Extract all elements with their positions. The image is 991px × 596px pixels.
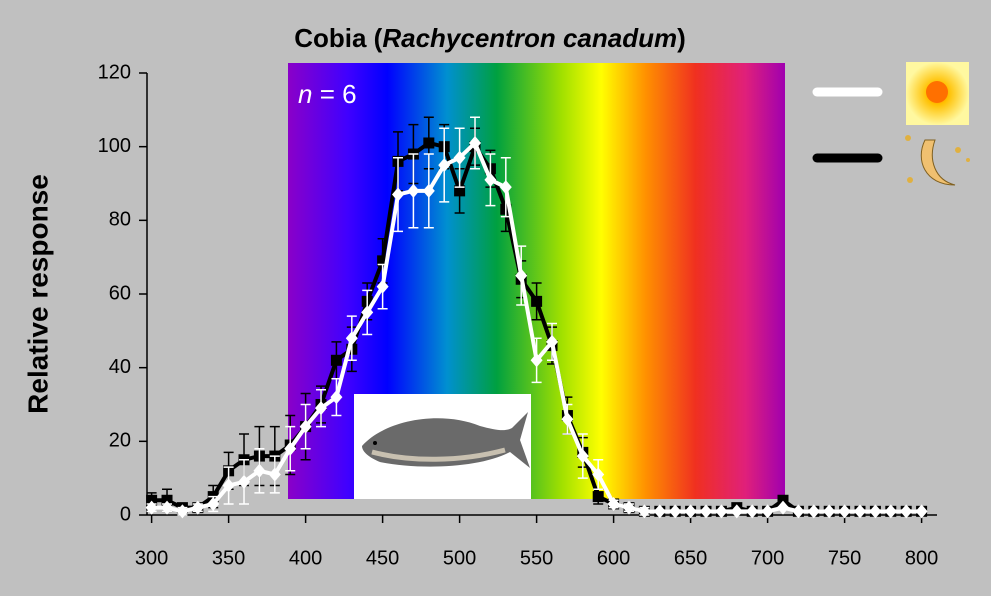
x-tick-label: 300 <box>135 547 168 569</box>
x-tick-label: 800 <box>905 547 938 569</box>
y-tick-label: 60 <box>109 282 131 304</box>
y-tick-label: 80 <box>109 209 131 231</box>
page: {"chart_data": {"type": "line", "title_p… <box>0 0 991 596</box>
marker <box>331 355 342 366</box>
x-tick-label: 700 <box>751 547 784 569</box>
legend <box>817 62 970 185</box>
marker <box>423 137 434 148</box>
y-tick-label: 120 <box>98 61 131 83</box>
annotation-part: = 6 <box>320 79 357 109</box>
chart: Cobia (Rachycentron canadum) n = 6 Relat… <box>0 0 991 596</box>
title-part: ) <box>677 23 686 53</box>
x-tick-label: 500 <box>443 547 476 569</box>
marker <box>593 491 604 502</box>
y-tick-label: 40 <box>109 356 131 378</box>
marker <box>531 296 542 307</box>
chart-title: Cobia (Rachycentron canadum) <box>294 23 686 53</box>
title-part: Rachycentron canadum <box>382 23 677 53</box>
annotation-part: n <box>298 79 312 109</box>
y-tick-label: 20 <box>109 430 131 452</box>
annotation: n = 6 <box>298 79 357 109</box>
title-part: Cobia ( <box>294 23 382 53</box>
x-tick-label: 650 <box>674 547 707 569</box>
x-tick-label: 600 <box>597 547 630 569</box>
x-tick-label: 450 <box>366 547 399 569</box>
y-axis-label: Relative response <box>22 174 53 414</box>
x-tick-label: 750 <box>828 547 861 569</box>
x-tick-label: 350 <box>212 547 245 569</box>
fish-image <box>354 394 531 499</box>
sun-icon <box>906 62 969 125</box>
y-tick-label: 100 <box>98 135 131 157</box>
moon-icon <box>905 135 970 185</box>
x-tick-label: 550 <box>520 547 553 569</box>
x-tick-label: 400 <box>289 547 322 569</box>
y-tick-label: 0 <box>120 503 131 525</box>
